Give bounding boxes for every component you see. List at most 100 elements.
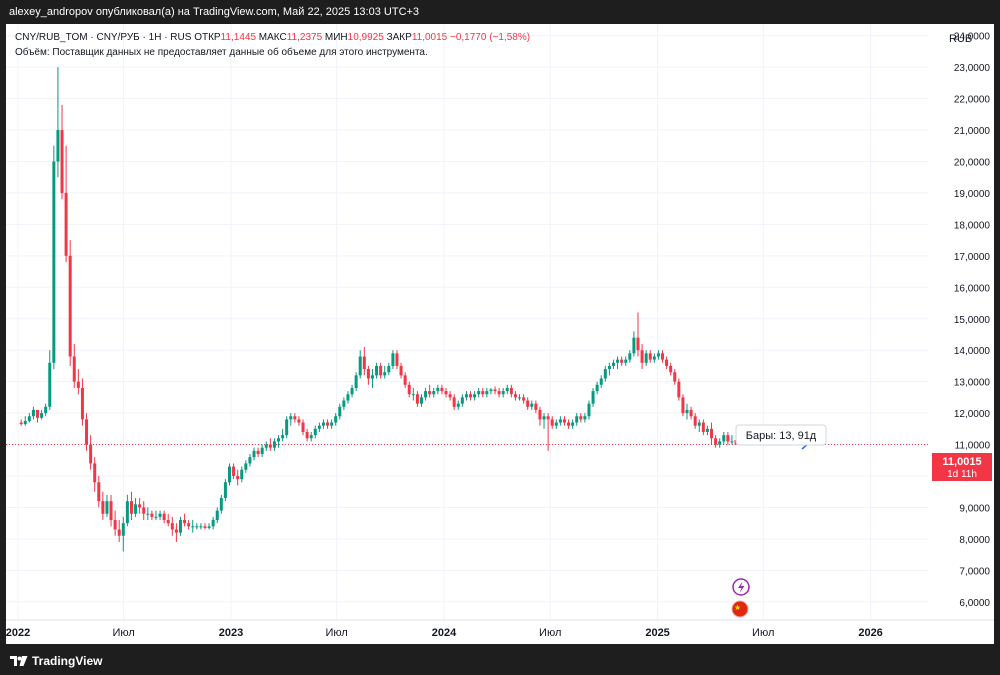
- candle[interactable]: [154, 510, 158, 521]
- candle[interactable]: [558, 416, 562, 426]
- candle[interactable]: [289, 413, 293, 426]
- candle[interactable]: [656, 350, 660, 360]
- candle[interactable]: [19, 419, 23, 426]
- candle[interactable]: [313, 425, 317, 439]
- candle[interactable]: [236, 469, 240, 486]
- candle[interactable]: [129, 491, 133, 521]
- candle[interactable]: [370, 369, 374, 388]
- candle[interactable]: [72, 343, 76, 388]
- candle[interactable]: [530, 400, 534, 410]
- candle[interactable]: [68, 240, 72, 366]
- candle[interactable]: [673, 369, 677, 385]
- candle[interactable]: [726, 431, 730, 445]
- candle[interactable]: [493, 386, 497, 395]
- candle[interactable]: [60, 104, 64, 200]
- price-axis[interactable]: 6,00007,00008,00009,000010,000011,000012…: [928, 24, 994, 620]
- candle[interactable]: [526, 397, 530, 410]
- candle[interactable]: [599, 375, 603, 388]
- candle[interactable]: [293, 413, 297, 423]
- candle[interactable]: [718, 438, 722, 448]
- candle[interactable]: [223, 479, 227, 502]
- candle[interactable]: [477, 387, 481, 398]
- candle[interactable]: [146, 507, 150, 521]
- candle[interactable]: [509, 384, 513, 398]
- candle[interactable]: [681, 394, 685, 417]
- candle[interactable]: [227, 463, 231, 486]
- candle[interactable]: [424, 387, 428, 401]
- candle[interactable]: [191, 520, 195, 533]
- candle[interactable]: [428, 384, 432, 398]
- candle[interactable]: [415, 391, 419, 407]
- candle[interactable]: [326, 419, 330, 429]
- candle[interactable]: [48, 350, 52, 410]
- candle[interactable]: [460, 394, 464, 407]
- candle[interactable]: [56, 67, 60, 178]
- candle[interactable]: [677, 378, 681, 401]
- candle[interactable]: [178, 516, 182, 536]
- candle[interactable]: [611, 359, 615, 370]
- candle[interactable]: [407, 381, 411, 398]
- candle[interactable]: [158, 510, 162, 521]
- candle[interactable]: [305, 428, 309, 442]
- candle[interactable]: [285, 416, 289, 439]
- candle[interactable]: [358, 350, 362, 379]
- candle[interactable]: [244, 460, 248, 473]
- candle[interactable]: [252, 447, 256, 461]
- candle[interactable]: [366, 365, 370, 385]
- candle[interactable]: [142, 501, 146, 521]
- candle[interactable]: [321, 419, 325, 429]
- candle[interactable]: [730, 435, 734, 445]
- candle[interactable]: [44, 403, 48, 417]
- candle[interactable]: [195, 523, 199, 530]
- candle[interactable]: [309, 431, 313, 442]
- currency-label[interactable]: RUB: [949, 33, 972, 45]
- candle[interactable]: [240, 466, 244, 483]
- candle[interactable]: [432, 387, 436, 398]
- candle[interactable]: [268, 438, 272, 451]
- candle[interactable]: [40, 409, 44, 420]
- candle[interactable]: [661, 350, 665, 363]
- candle[interactable]: [387, 362, 391, 376]
- candle[interactable]: [567, 419, 571, 429]
- candle[interactable]: [31, 406, 35, 420]
- candle[interactable]: [489, 387, 493, 395]
- candle[interactable]: [444, 387, 448, 398]
- candle[interactable]: [97, 476, 101, 508]
- candle[interactable]: [624, 356, 628, 366]
- candle[interactable]: [183, 513, 187, 527]
- candle[interactable]: [342, 397, 346, 410]
- price-chart[interactable]: Бары: 13, 91д 6,0000 7,0000 8,0000 9,0000 10…: [6, 24, 994, 644]
- candle[interactable]: [693, 413, 697, 429]
- time-axis[interactable]: 2022 Июл 2023 Июл 2024 Июл 2025 Июл 2026: [6, 627, 883, 639]
- candle[interactable]: [248, 453, 252, 467]
- candle[interactable]: [138, 498, 142, 514]
- candle[interactable]: [714, 435, 718, 448]
- candle[interactable]: [607, 362, 611, 376]
- candle[interactable]: [297, 416, 301, 426]
- candle[interactable]: [301, 419, 305, 436]
- candle[interactable]: [170, 516, 174, 536]
- candle[interactable]: [632, 331, 636, 357]
- candle[interactable]: [219, 494, 223, 514]
- candle[interactable]: [616, 356, 620, 370]
- candle[interactable]: [317, 422, 321, 432]
- candle[interactable]: [379, 362, 383, 379]
- candle[interactable]: [571, 419, 575, 429]
- candle[interactable]: [232, 463, 236, 480]
- candle[interactable]: [150, 510, 154, 521]
- candle[interactable]: [562, 416, 566, 426]
- china-flag-icon[interactable]: [731, 600, 749, 618]
- candle[interactable]: [587, 400, 591, 420]
- candle[interactable]: [689, 406, 693, 420]
- candle[interactable]: [64, 145, 68, 263]
- candle[interactable]: [652, 353, 656, 363]
- candle[interactable]: [109, 494, 113, 527]
- candle[interactable]: [411, 387, 415, 401]
- candle[interactable]: [125, 494, 129, 527]
- candle[interactable]: [330, 419, 334, 429]
- candle[interactable]: [575, 413, 579, 426]
- candle[interactable]: [375, 362, 379, 379]
- tradingview-logo[interactable]: TradingView: [10, 654, 102, 668]
- candle[interactable]: [554, 419, 558, 429]
- candle[interactable]: [166, 513, 170, 527]
